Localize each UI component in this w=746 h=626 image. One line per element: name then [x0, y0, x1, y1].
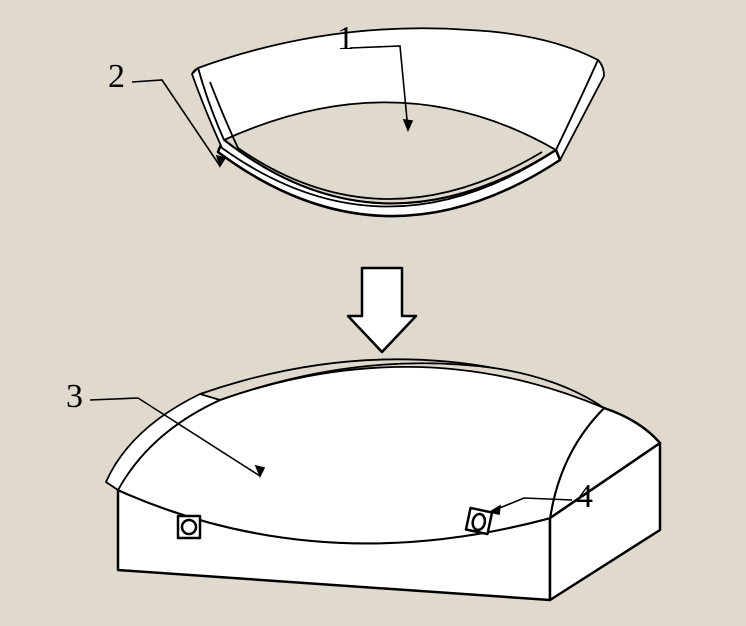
callout-label-4: 4 — [576, 478, 593, 516]
callout-label-2: 2 — [108, 58, 125, 96]
fastener-hole-right — [466, 508, 492, 534]
callout-label-3: 3 — [66, 378, 83, 416]
callout-label-1: 1 — [337, 20, 354, 58]
fastener-hole-left — [178, 516, 200, 538]
down-arrow-icon — [348, 268, 416, 352]
upper-shell — [192, 28, 604, 216]
